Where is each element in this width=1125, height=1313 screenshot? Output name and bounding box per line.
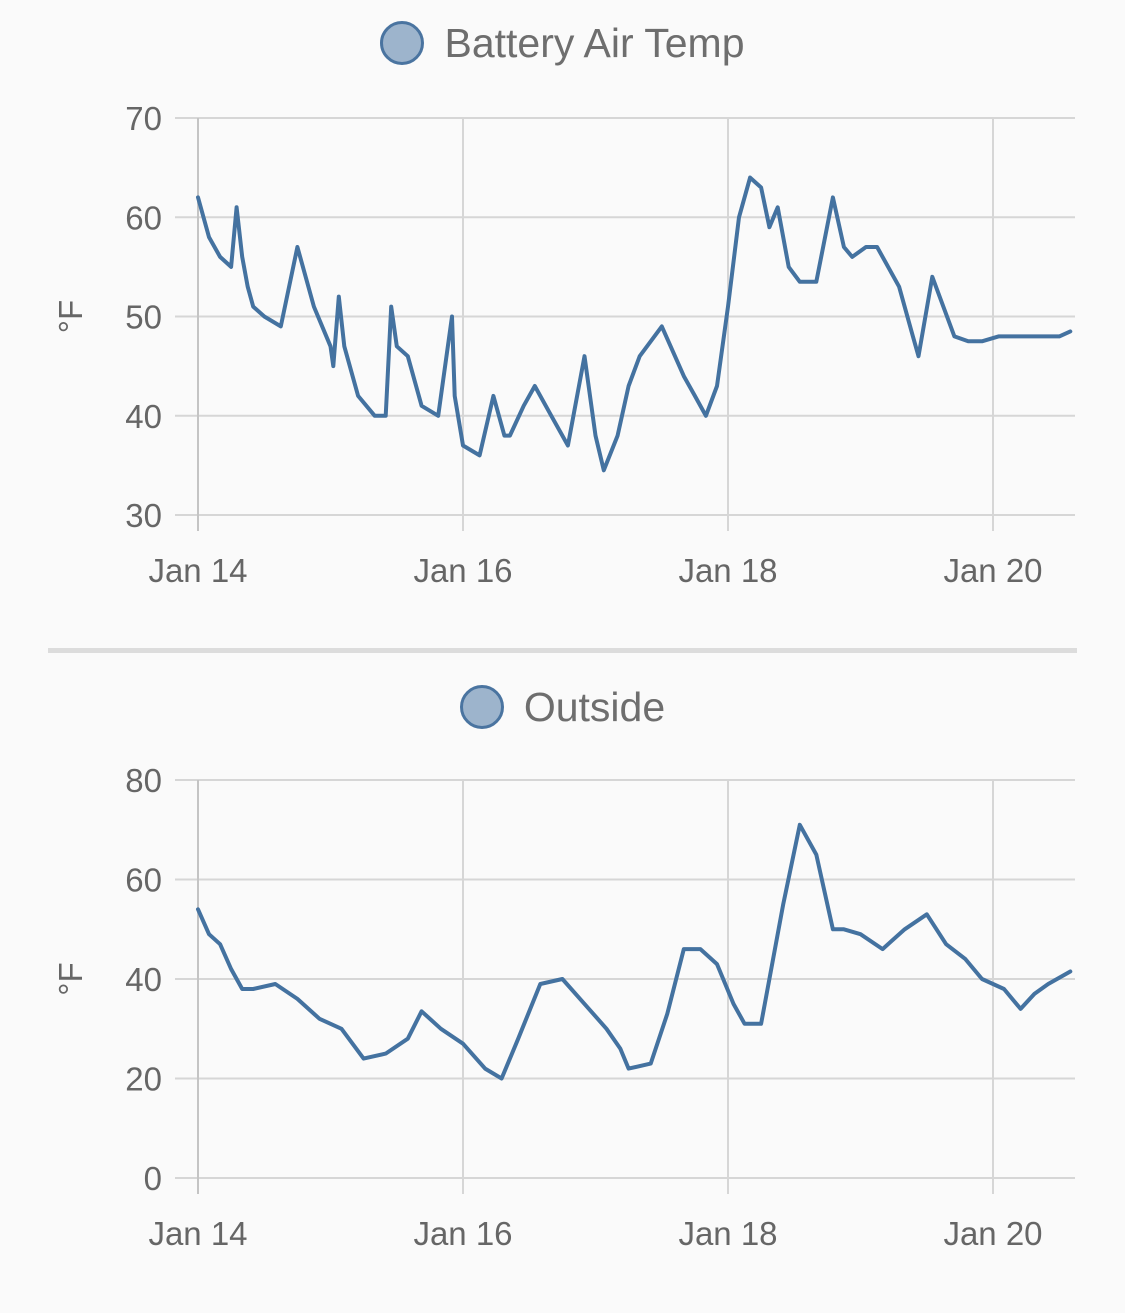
battery-ytick-label-70: 70: [125, 100, 162, 137]
outside-legend[interactable]: Outside: [0, 682, 1125, 732]
battery-xtick-label-3: Jan 20: [943, 552, 1042, 589]
outside-xtick-label-1: Jan 16: [413, 1215, 512, 1252]
outside-ytick-label-20: 20: [125, 1061, 162, 1098]
chart-divider: [48, 648, 1077, 653]
outside-temp-chart: Outside 0 20 40 60 80 Jan 14 Jan 16 Jan 18 Jan 2…: [0, 660, 1125, 1313]
battery-legend[interactable]: Battery Air Temp: [0, 18, 1125, 68]
outside-legend-label: Outside: [523, 684, 666, 730]
battery-xtick-label-1: Jan 16: [413, 552, 512, 589]
battery-legend-label: Battery Air Temp: [444, 20, 745, 66]
outside-xtick-label-2: Jan 18: [678, 1215, 777, 1252]
outside-ytick-label-60: 60: [125, 862, 162, 899]
battery-plot-area: 30 40 50 60 70 Jan 14 Jan 16 Jan 18 Jan 20 °F: [52, 100, 1075, 589]
battery-ytick-label-30: 30: [125, 497, 162, 534]
battery-air-temp-chart: Battery Air Temp 30 40 50 60 70 Jan 14 Jan 16 J…: [0, 0, 1125, 640]
outside-ytick-label-40: 40: [125, 961, 162, 998]
outside-plot-area: 0 20 40 60 80 Jan 14 Jan 16 Jan 18 Jan 20 °F: [52, 762, 1075, 1252]
battery-legend-swatch: [380, 21, 425, 65]
outside-ytick-label-0: 0: [144, 1160, 162, 1197]
outside-legend-swatch: [459, 685, 504, 729]
outside-xtick-label-3: Jan 20: [943, 1215, 1042, 1252]
battery-xtick-label-0: Jan 14: [148, 552, 247, 589]
outside-xtick-label-0: Jan 14: [148, 1215, 247, 1252]
battery-ytick-label-40: 40: [125, 398, 162, 435]
outside-series-line: [196, 822, 1073, 1081]
battery-xtick-label-2: Jan 18: [678, 552, 777, 589]
outside-ytick-label-80: 80: [125, 762, 162, 799]
battery-ytick-label-50: 50: [125, 299, 162, 336]
battery-ytick-label-60: 60: [125, 199, 162, 236]
battery-series-line: [196, 175, 1073, 473]
battery-y-axis-label: °F: [52, 300, 89, 333]
outside-y-axis-label: °F: [52, 962, 89, 995]
